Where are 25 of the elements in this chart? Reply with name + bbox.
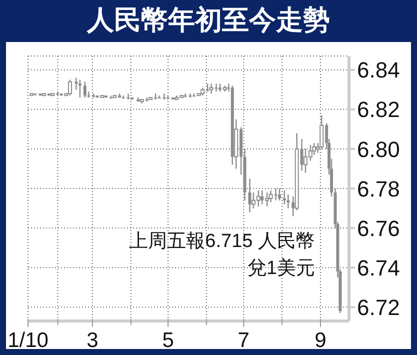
annotation: 上周五報6.715 人民幣兌1美元 xyxy=(128,230,315,281)
candlestick xyxy=(122,94,125,99)
chart-title: 人民幣年初至今走勢 xyxy=(86,4,331,38)
y-tick-label: 6.78 xyxy=(357,176,400,202)
y-tick-label: 6.72 xyxy=(357,294,400,320)
x-tick-label: 9 xyxy=(314,329,326,352)
x-tick-label: 7 xyxy=(238,329,250,352)
y-tick-label: 6.74 xyxy=(357,255,400,280)
candlestick xyxy=(83,81,86,98)
candlestick xyxy=(78,79,82,98)
y-tick-label: 6.82 xyxy=(357,97,400,122)
candlestick xyxy=(68,79,72,96)
x-tick-label: 5 xyxy=(162,329,174,352)
y-tick-label: 6.80 xyxy=(357,136,400,162)
candlestick xyxy=(74,77,78,90)
x-tick-label: 3 xyxy=(86,329,98,352)
x-tick-label: 1/10 xyxy=(8,329,48,352)
candlestick xyxy=(286,194,290,209)
candlestick xyxy=(282,190,286,205)
candlestick xyxy=(320,114,324,150)
y-tick-label: 6.84 xyxy=(357,58,400,83)
candlestick xyxy=(278,188,281,201)
candlestick xyxy=(248,178,252,213)
y-tick-label: 6.76 xyxy=(357,216,400,241)
candlestick xyxy=(126,92,130,100)
